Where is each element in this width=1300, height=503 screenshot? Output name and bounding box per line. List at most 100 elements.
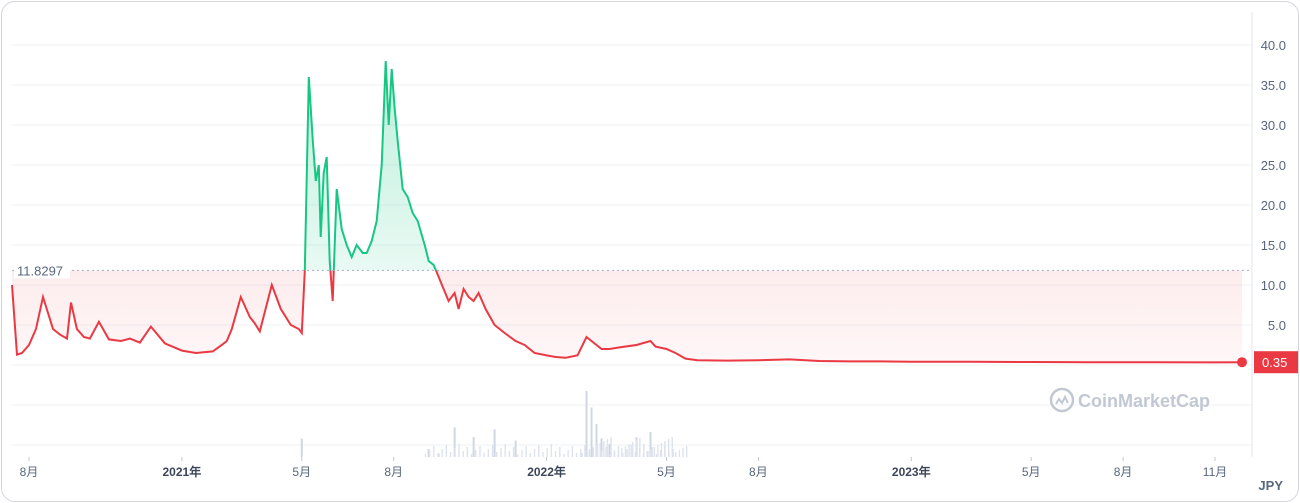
volume-bar <box>433 446 435 457</box>
volume-bar <box>487 449 490 457</box>
volume-bar <box>649 431 652 457</box>
volume-bar <box>592 447 594 457</box>
volume-bar <box>609 454 611 457</box>
x-tick-label: 5月 <box>657 465 676 479</box>
volume-bar <box>685 446 688 457</box>
volume-bar <box>653 447 655 457</box>
volume-bar <box>596 444 599 457</box>
volume-bar <box>585 391 588 457</box>
last-price-label: 0.35 <box>1262 355 1287 370</box>
volume-bar <box>675 452 677 457</box>
reference-label: 11.8297 <box>17 263 63 278</box>
volume-bar <box>622 453 624 457</box>
y-tick-label: 5.0 <box>1268 318 1286 333</box>
volume-bar <box>575 453 578 457</box>
volume-bar <box>472 437 475 457</box>
volume-bar <box>601 451 603 457</box>
price-line-above <box>303 60 438 271</box>
volume-bar <box>657 445 659 457</box>
volume-bar <box>610 437 612 457</box>
last-price-badge <box>1254 351 1298 374</box>
volume-bar <box>649 449 652 457</box>
volume-bar <box>581 453 583 457</box>
y-axis: 5.0 10.0 15.0 20.0 25.0 30.0 35.0 40.0 <box>1261 38 1286 333</box>
volume-bar <box>479 446 481 457</box>
volume-bar <box>584 445 586 457</box>
y-tick-label: 10.0 <box>1261 278 1286 293</box>
x-tick-label: 5月 <box>292 465 311 479</box>
volume-bar <box>664 441 666 457</box>
volume-bar <box>660 443 663 457</box>
volume-bar <box>590 407 593 457</box>
volume-bar <box>517 454 519 457</box>
y-tick-label: 15.0 <box>1261 238 1286 253</box>
volume-bar <box>621 448 623 457</box>
volume-bar <box>588 449 591 457</box>
y-tick-label: 40.0 <box>1261 38 1286 53</box>
volume-bar <box>475 450 477 457</box>
volume-bar <box>585 451 587 457</box>
volume-bar <box>628 444 630 457</box>
price-line-below <box>11 270 1243 364</box>
volume-bar <box>514 440 517 457</box>
volume-bar <box>631 442 634 457</box>
volume-bar <box>678 450 681 457</box>
volume-bar <box>642 453 645 457</box>
volume-bar <box>599 443 601 457</box>
volume-bar <box>595 445 598 457</box>
volume-bar <box>667 439 670 457</box>
volume-bar <box>427 449 430 457</box>
volume-bar <box>470 454 473 457</box>
volume-bar <box>595 424 598 457</box>
y-tick-label: 35.0 <box>1261 78 1286 93</box>
watermark: CoinMarketCap <box>1049 387 1210 413</box>
volume-bar <box>606 439 609 457</box>
volume-bar <box>655 454 658 457</box>
volume-bar <box>466 447 469 457</box>
volume-bar <box>512 447 515 457</box>
volume-bar <box>533 449 536 457</box>
volume-bar <box>613 452 616 457</box>
volume-bar <box>626 449 628 457</box>
volume-bar <box>580 449 582 457</box>
volume-bar <box>504 444 506 457</box>
volume-bar <box>682 448 684 457</box>
volume-bar <box>546 448 548 457</box>
volume-bars <box>300 391 688 457</box>
volume-bar <box>491 445 494 457</box>
coinmarketcap-logo-icon <box>1049 387 1075 413</box>
volume-bar <box>508 451 511 457</box>
volume-bar <box>483 453 485 457</box>
volume-bar <box>500 448 502 457</box>
area-fill-below <box>12 270 1242 363</box>
volume-bar <box>672 449 674 457</box>
last-price-dot[interactable] <box>1237 357 1247 368</box>
volume-bar <box>559 447 561 457</box>
x-tick-label: 8月 <box>384 465 403 479</box>
volume-bar <box>624 446 627 457</box>
volume-bar <box>651 447 653 457</box>
volume-bar <box>428 450 431 457</box>
x-tick-label: 8月 <box>749 465 768 479</box>
volume-bar <box>445 445 448 457</box>
volume-bar <box>538 445 540 457</box>
volume-bar <box>424 454 427 457</box>
volume-bar <box>600 438 603 457</box>
volume-bar <box>630 445 632 457</box>
x-tick-label: 2023年 <box>892 464 931 479</box>
x-tick-label: 8月 <box>1114 465 1133 479</box>
reference-label-box <box>14 261 70 279</box>
volume-bar <box>496 452 498 457</box>
volume-bar <box>550 444 553 457</box>
x-tick-label: 5月 <box>1022 465 1041 479</box>
volume-bar <box>605 447 607 457</box>
volume-bar <box>454 448 456 457</box>
x-tick-label: 8月 <box>20 465 39 479</box>
x-tick-label: 2022年 <box>527 464 566 479</box>
currency-label: JPY <box>1258 478 1283 493</box>
y-tick-label: 20.0 <box>1261 198 1286 213</box>
volume-bar <box>453 427 456 457</box>
volume-bar <box>671 437 673 457</box>
volume-bar <box>608 443 611 457</box>
